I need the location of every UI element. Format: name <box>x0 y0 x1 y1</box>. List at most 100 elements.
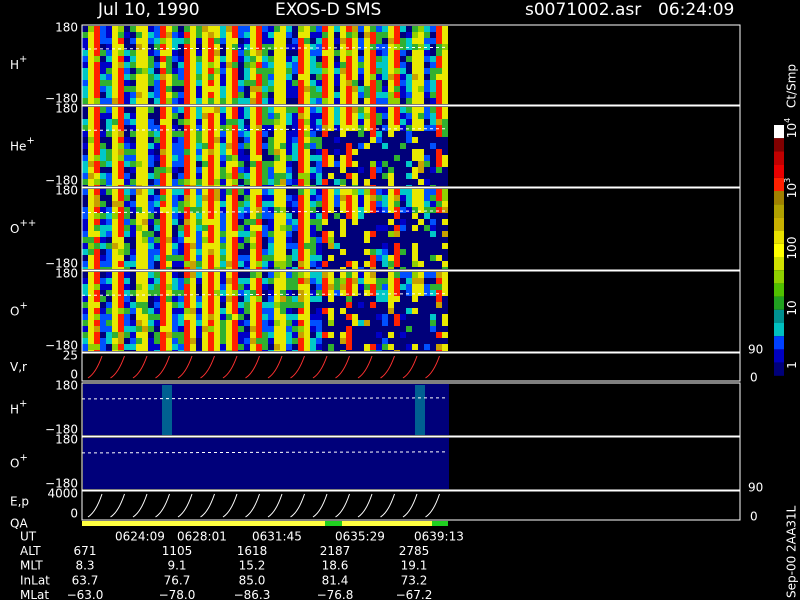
spectrogram-cell <box>82 350 88 351</box>
spectrogram-cell <box>430 308 436 314</box>
spectrogram-cell <box>100 119 106 125</box>
spectrogram-cell <box>94 68 100 74</box>
spectrogram-cell <box>346 189 352 195</box>
spectrogram-cell <box>412 173 418 179</box>
spectrogram-cell <box>100 320 106 326</box>
spectrogram-cell <box>376 161 382 167</box>
spectrogram-cell <box>352 314 358 320</box>
spectrogram-cell <box>118 137 124 143</box>
spectrogram-cell <box>436 92 442 98</box>
spectrogram-cell <box>208 320 214 326</box>
spectrogram-cell <box>250 149 256 155</box>
colorbar-cell <box>774 217 784 231</box>
spectrogram-cell <box>106 189 112 195</box>
spectrogram-cell <box>94 179 100 185</box>
spectrogram-cell <box>388 338 394 344</box>
spectrogram-cell <box>316 314 322 320</box>
spectrogram-cell <box>148 225 154 231</box>
spectrogram-cell <box>148 302 154 308</box>
spectrogram-cell <box>250 350 256 351</box>
spectrogram-cell <box>316 261 322 267</box>
spectrogram-cell <box>172 284 178 290</box>
spectrogram-cell <box>178 62 184 68</box>
spectrogram-cell <box>280 149 286 155</box>
spectrogram-cell <box>406 149 412 155</box>
spectrogram-cell <box>388 314 394 320</box>
table-value: 8.3 <box>75 559 94 573</box>
spectrogram-cell <box>184 249 190 255</box>
spectrogram-cell <box>148 161 154 167</box>
spectrogram-cell <box>424 320 430 326</box>
spectrogram-cell <box>358 231 364 237</box>
spectrogram-cell <box>418 261 424 267</box>
spectrogram-cell <box>328 308 334 314</box>
spectrogram-cell <box>430 125 436 131</box>
spectrogram-cell <box>118 296 124 302</box>
table-value: 671 <box>74 544 97 558</box>
spectrogram-cell <box>190 119 196 125</box>
spectrogram-cell <box>424 137 430 143</box>
spectrogram-cell <box>238 308 244 314</box>
table-value: 85.0 <box>239 573 266 587</box>
spectrogram-cell <box>370 255 376 261</box>
spectrogram-cell <box>184 167 190 173</box>
spectrogram-cell <box>124 201 130 207</box>
spectrogram-cell <box>244 290 250 296</box>
spectrogram-cell <box>178 249 184 255</box>
panel-label: O+ <box>10 453 28 471</box>
spectrogram-cell <box>322 32 328 38</box>
spectrogram-cell <box>310 344 316 350</box>
spectrogram-cell <box>442 155 448 161</box>
spectrogram-cell <box>112 38 118 44</box>
spectrogram-cell <box>226 219 232 225</box>
spectrogram-cell <box>202 80 208 86</box>
spectrogram-cell <box>394 344 400 350</box>
spectrogram-cell <box>142 167 148 173</box>
spectrogram-cell <box>202 261 208 267</box>
spectrogram-cell <box>220 255 226 261</box>
spectrogram-cell <box>316 207 322 213</box>
spectrogram-cell <box>418 161 424 167</box>
spectrogram-cell <box>418 113 424 119</box>
spectrogram-cell <box>178 38 184 44</box>
spectrogram-cell <box>406 302 412 308</box>
spectrogram-cell <box>322 74 328 80</box>
spectrogram-cell <box>304 137 310 143</box>
spectrogram-cell <box>226 155 232 161</box>
spectrogram-cell <box>292 125 298 131</box>
spectrogram-cell <box>304 68 310 74</box>
spectrogram-cell <box>220 131 226 137</box>
spectrogram-cell <box>280 179 286 185</box>
spectrogram-cell <box>394 272 400 278</box>
spectrogram-cell <box>238 302 244 308</box>
spectrogram-cell <box>94 290 100 296</box>
spectrogram-cell <box>292 80 298 86</box>
spectrogram-cell <box>256 44 262 50</box>
spectrogram-cell <box>106 290 112 296</box>
spectrogram-cell <box>256 272 262 278</box>
spectrogram-cell <box>418 68 424 74</box>
spectrogram-cell <box>226 86 232 92</box>
spectrogram-cell <box>160 62 166 68</box>
spectrogram-cell <box>256 326 262 332</box>
spectrogram-cell <box>262 243 268 249</box>
spectrogram-cell <box>274 344 280 350</box>
axis-top: 180 <box>55 21 78 35</box>
spectrogram-cell <box>298 155 304 161</box>
spectrogram-cell <box>226 195 232 201</box>
spectrogram-cell <box>88 143 94 149</box>
spectrogram-cell <box>124 302 130 308</box>
spectrogram-cell <box>154 155 160 161</box>
spectrogram-cell <box>256 80 262 86</box>
spectrogram-cell <box>346 219 352 225</box>
spectrogram-cell <box>298 344 304 350</box>
spectrogram-cell <box>268 278 274 284</box>
spectrogram-cell <box>214 113 220 119</box>
spectrogram-cell <box>124 56 130 62</box>
spectrogram-cell <box>298 296 304 302</box>
spectrogram-cell <box>172 290 178 296</box>
spectrogram-cell <box>136 185 142 186</box>
spectrogram-cell <box>262 296 268 302</box>
axis-right-bottom: 0 <box>750 510 758 524</box>
table-label: MLat <box>20 588 49 600</box>
